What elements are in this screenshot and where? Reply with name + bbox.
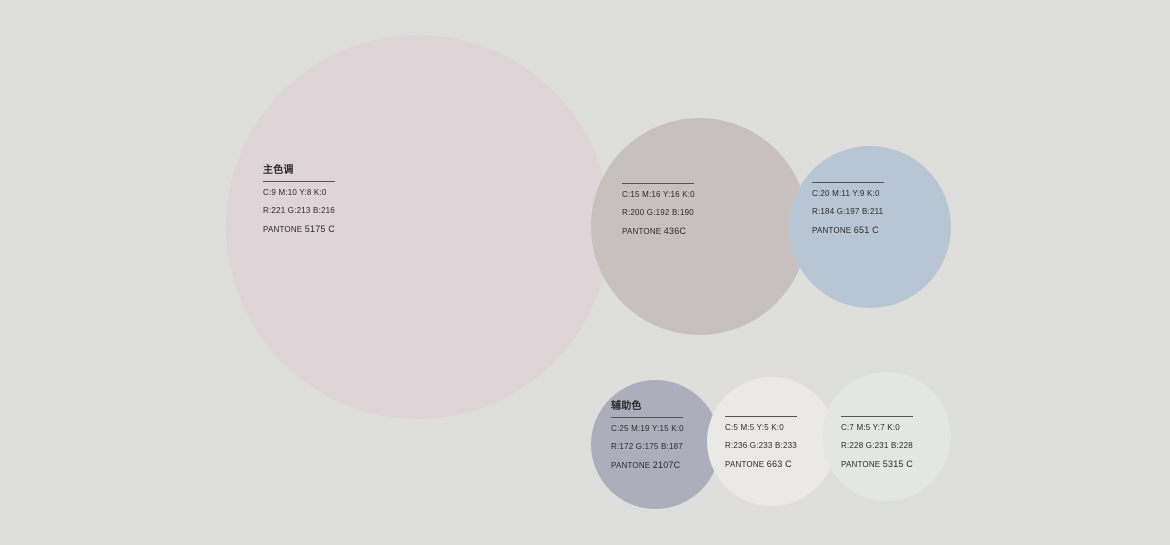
pantone-value: PANTONE 651 C <box>812 225 879 235</box>
section-title-primary: 主色调 <box>263 165 294 176</box>
divider <box>263 181 335 182</box>
swatch-circle-5315c <box>822 372 951 501</box>
divider <box>841 416 913 417</box>
rgb-value: R:172 G:175 B:187 <box>611 442 683 451</box>
pantone-value: PANTONE 663 C <box>725 459 792 469</box>
swatch-info-2107c: 辅助色 C:25 M:19 Y:15 K:0 R:172 G:175 B:187… <box>611 402 684 480</box>
section-title-secondary: 辅助色 <box>611 401 642 412</box>
rgb-value: R:200 G:192 B:190 <box>622 208 694 217</box>
swatch-info-663c: C:5 M:5 Y:5 K:0 R:236 G:233 B:233 PANTON… <box>725 416 797 479</box>
pantone-value: PANTONE 5315 C <box>841 459 914 469</box>
cmyk-value: C:20 M:11 Y:9 K:0 <box>812 189 880 198</box>
divider <box>622 183 694 184</box>
cmyk-value: C:5 M:5 Y:5 K:0 <box>725 423 784 432</box>
rgb-value: R:184 G:197 B:211 <box>812 207 884 216</box>
cmyk-value: C:9 M:10 Y:8 K:0 <box>263 188 327 197</box>
swatch-info-651c: C:20 M:11 Y:9 K:0 R:184 G:197 B:211 PANT… <box>812 182 884 245</box>
swatch-circle-651c <box>789 146 951 308</box>
rgb-value: R:228 G:231 B:228 <box>841 441 913 450</box>
divider <box>812 182 884 183</box>
pantone-value: PANTONE 436C <box>622 226 687 236</box>
divider <box>725 416 797 417</box>
cmyk-value: C:7 M:5 Y:7 K:0 <box>841 423 900 432</box>
swatch-circle-2107c <box>591 380 720 509</box>
swatch-info-436c: C:15 M:16 Y:16 K:0 R:200 G:192 B:190 PAN… <box>622 183 695 246</box>
pantone-value: PANTONE 2107C <box>611 460 681 470</box>
swatch-circle-663c <box>707 377 836 506</box>
swatch-info-5175c: 主色调 C:9 M:10 Y:8 K:0 R:221 G:213 B:216 P… <box>263 166 335 244</box>
divider <box>611 417 683 418</box>
cmyk-value: C:15 M:16 Y:16 K:0 <box>622 190 695 199</box>
swatch-circle-436c <box>591 118 808 335</box>
rgb-value: R:236 G:233 B:233 <box>725 441 797 450</box>
swatch-circle-5175c <box>226 35 610 419</box>
cmyk-value: C:25 M:19 Y:15 K:0 <box>611 424 684 433</box>
pantone-value: PANTONE 5175 C <box>263 224 336 234</box>
rgb-value: R:221 G:213 B:216 <box>263 206 335 215</box>
swatch-info-5315c: C:7 M:5 Y:7 K:0 R:228 G:231 B:228 PANTON… <box>841 416 913 479</box>
